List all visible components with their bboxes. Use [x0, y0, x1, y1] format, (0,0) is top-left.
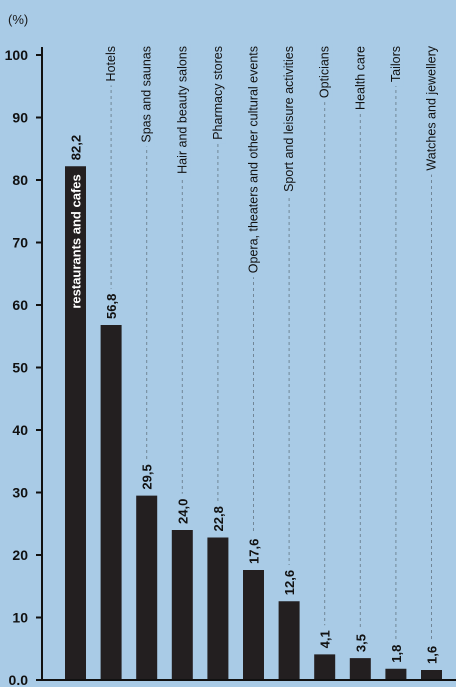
category-label: Spas and saunas — [140, 46, 154, 143]
bar-labels: 82,2 restaurants and cafes 56,8 Hotels 29,5 S… — [69, 45, 440, 664]
category-label-backdrop — [138, 44, 155, 147]
axes — [41, 47, 456, 681]
category-label: Hair and beauty salons — [175, 46, 189, 174]
category-label-backdrop — [423, 44, 440, 175]
y-tick-label: 100 — [5, 47, 29, 63]
value-label: 12,6 — [282, 570, 297, 595]
value-label: 3,5 — [353, 634, 368, 652]
value-label: 4,1 — [318, 630, 333, 648]
bar — [385, 668, 407, 680]
value-label: 29,5 — [140, 464, 155, 489]
y-tick-label: 20 — [12, 547, 28, 563]
value-label: 56,8 — [104, 294, 119, 319]
category-label: Opticians — [318, 46, 332, 98]
y-tick-label: 60 — [12, 297, 28, 313]
category-label: Watches and jewellery — [425, 45, 439, 170]
y-tick-label: 70 — [12, 235, 28, 251]
y-tick-label: 0.0 — [9, 672, 29, 687]
category-label: Pharmacy stores — [211, 46, 225, 140]
y-unit-label: (%) — [8, 12, 28, 27]
bars — [65, 166, 442, 680]
category-label: Opera, theaters and other cultural event… — [247, 46, 261, 273]
bar — [171, 530, 193, 680]
category-label: restaurants and cafes — [69, 174, 84, 308]
category-label-backdrop — [245, 44, 262, 278]
category-label-backdrop — [281, 44, 298, 196]
category-label: Health care — [353, 46, 367, 110]
category-label-backdrop — [352, 44, 369, 114]
category-guides — [103, 44, 440, 641]
category-label-backdrop — [316, 44, 333, 103]
bar — [349, 658, 371, 680]
y-tick-label: 10 — [12, 610, 28, 626]
bar — [207, 537, 229, 680]
value-label: 1,8 — [389, 645, 404, 663]
category-label-backdrop — [209, 44, 226, 144]
y-tick-label: 30 — [12, 485, 28, 501]
y-tick-label: 40 — [12, 422, 28, 438]
bar — [278, 601, 300, 680]
bar — [421, 670, 442, 680]
category-label: Sport and leisure activities — [282, 46, 296, 192]
bar — [314, 654, 336, 680]
bar — [243, 570, 264, 680]
y-tick-label: 90 — [12, 110, 28, 126]
value-label: 24,0 — [175, 499, 190, 524]
bar — [65, 166, 86, 680]
category-label: Tailors — [389, 46, 403, 82]
y-axis-ticks: 0.0 10 20 30 40 50 60 70 80 90 100 — [5, 47, 42, 687]
value-label: 22,8 — [211, 506, 226, 531]
category-label-backdrop — [103, 44, 120, 86]
value-label: 1,6 — [425, 646, 440, 664]
category-label-backdrop — [387, 44, 404, 87]
category-label-backdrop — [174, 44, 191, 178]
y-tick-label: 50 — [12, 360, 28, 376]
category-label: Hotels — [104, 46, 118, 81]
bar — [136, 495, 158, 680]
value-label: 82,2 — [69, 135, 84, 160]
value-label: 17,6 — [247, 539, 262, 564]
y-tick-label: 80 — [12, 172, 28, 188]
bar — [100, 325, 122, 680]
